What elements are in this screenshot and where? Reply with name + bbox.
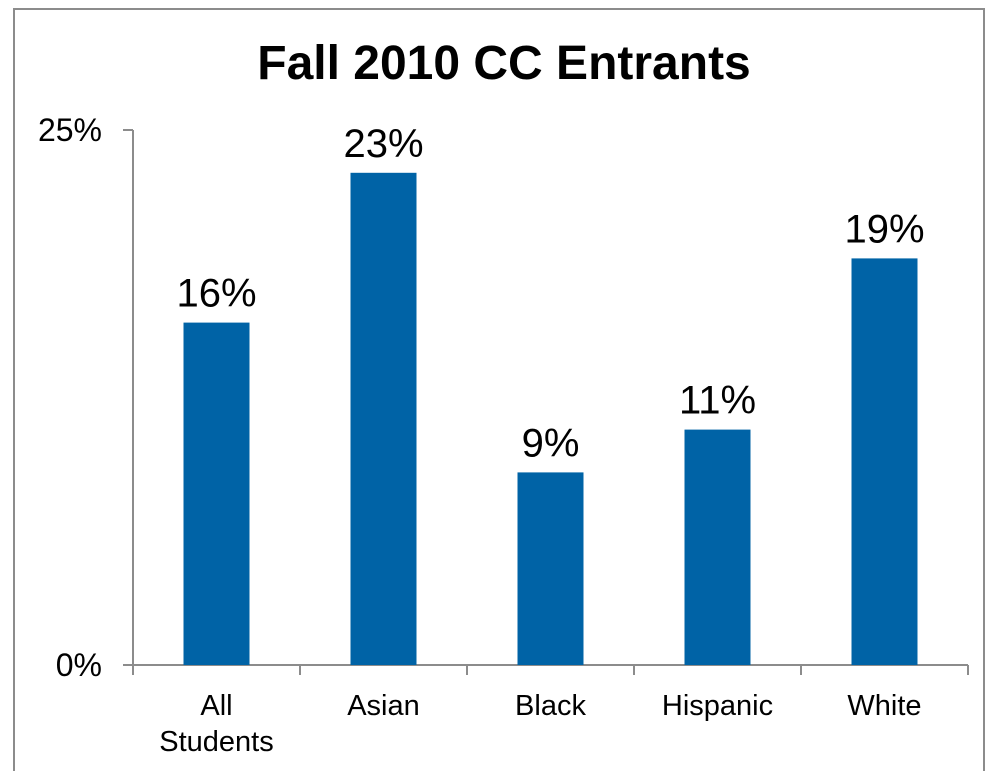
bars-group [183,172,918,666]
chart-frame [13,8,985,771]
category-label-line: Students [159,726,273,758]
category-label-asian: Asian [347,690,420,722]
category-label-line: Asian [347,690,420,722]
data-label-all-students: 16% [176,272,256,316]
category-label-line: White [847,690,921,722]
y-tick-label-min: 0% [56,647,102,683]
data-label-asian: 23% [343,122,423,166]
data-labels-group: 16% 23% 9% 11% 19% [176,122,924,466]
chart-title: Fall 2010 CC Entrants [257,37,751,90]
category-label-black: Black [515,690,586,722]
category-label-line: Hispanic [662,690,773,722]
category-label-white: White [847,690,921,722]
y-tick-label-max: 25% [38,112,102,148]
bar-hispanic [684,429,751,665]
category-label-line: All [200,690,232,722]
category-label-hispanic: Hispanic [662,690,773,722]
data-label-white: 19% [844,207,924,251]
data-label-hispanic: 11% [679,379,756,423]
data-label-black: 9% [522,421,580,465]
bar-black [517,472,584,665]
bar-white [851,258,918,665]
x-ticks-group [132,665,969,675]
bar-asian [350,172,417,666]
category-label-line: Black [515,690,586,722]
bar-all-students [183,322,250,665]
category-labels-group: All Students Asian Black Hispanic White [159,690,921,758]
y-axis: 25% 0% [38,112,134,683]
category-label-all-students: All Students [159,690,273,758]
